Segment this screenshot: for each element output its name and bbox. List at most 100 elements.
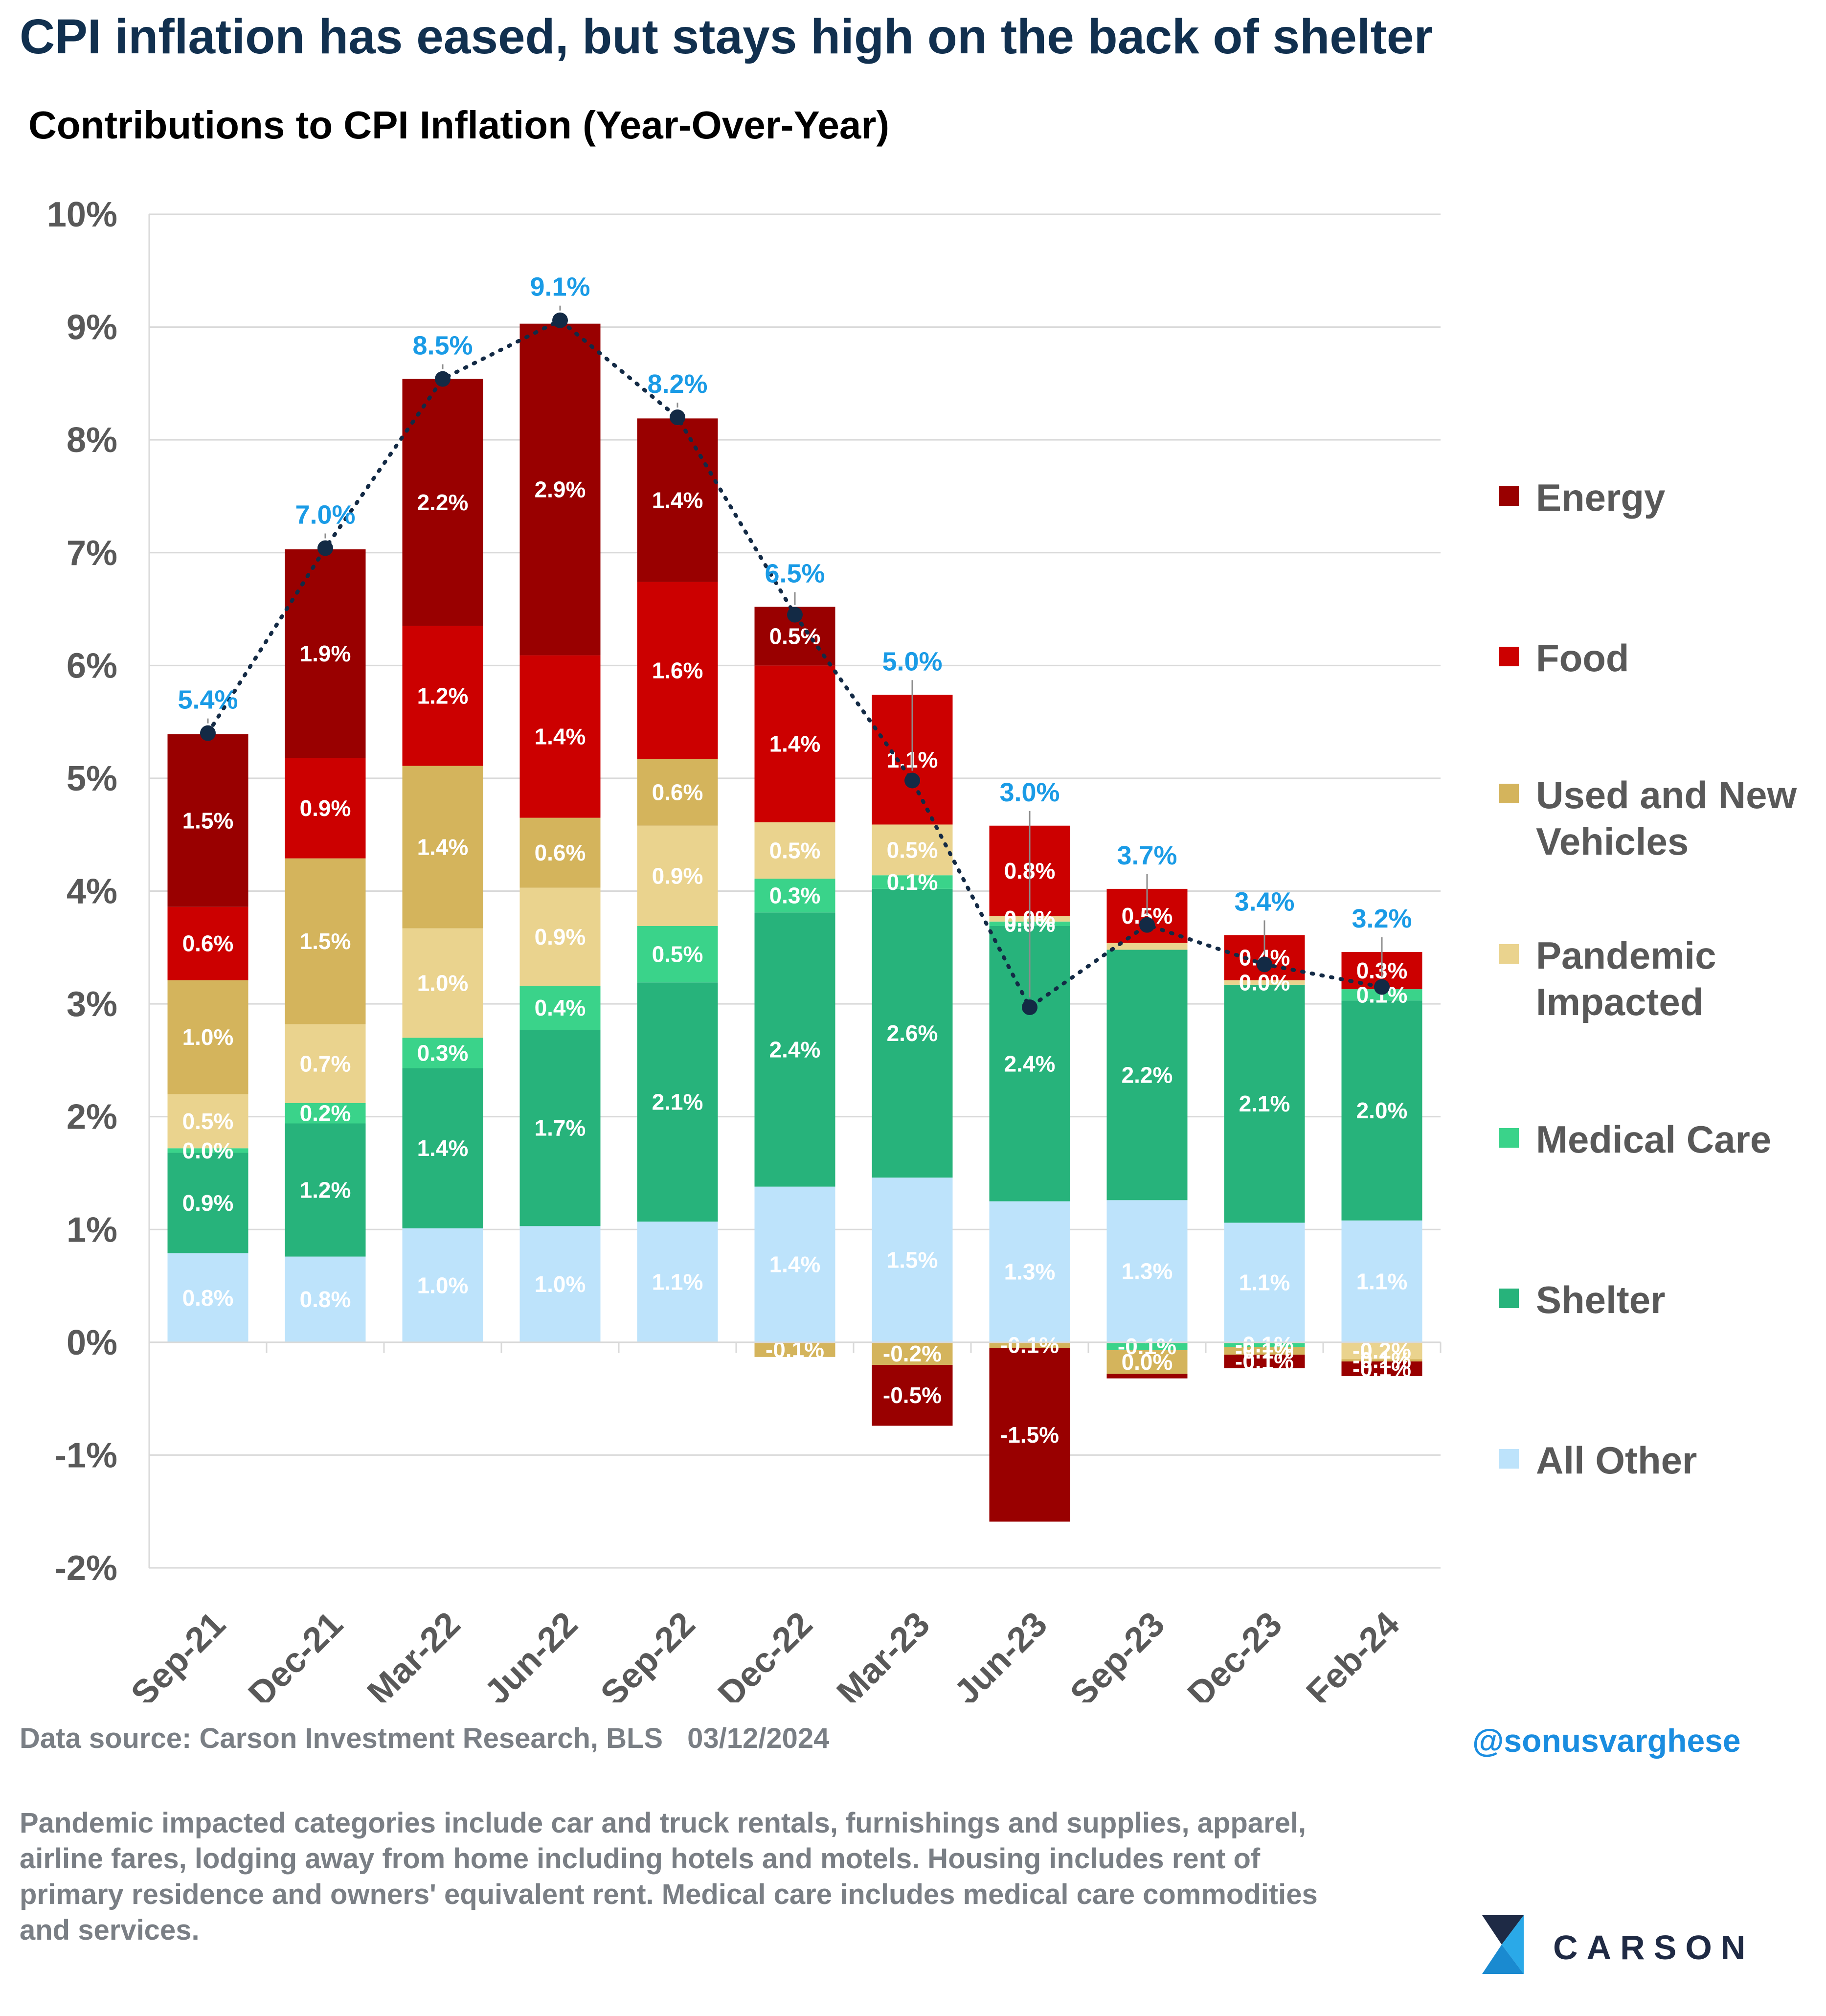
data-label-shelter: 2.1% (1239, 1091, 1290, 1116)
total-label: 3.2% (1352, 904, 1412, 933)
data-label-medical: 0.2% (300, 1101, 351, 1126)
bar-energy (637, 418, 718, 582)
bar-other (989, 1201, 1070, 1342)
bar-medical (402, 1038, 483, 1068)
data-label-other: 1.3% (1004, 1259, 1056, 1285)
bar-energy (167, 734, 248, 907)
bar-other (637, 1222, 718, 1342)
data-label-pandemic: 1.0% (417, 970, 469, 996)
data-label-medical: -0.1% (1118, 1334, 1176, 1359)
data-label-shelter: 0.9% (182, 1190, 234, 1216)
data-label-medical: 0.4% (535, 995, 586, 1020)
total-label: 3.0% (999, 778, 1060, 807)
data-label-vehicles: 0.6% (535, 840, 586, 865)
y-tick-label: 10% (47, 195, 117, 234)
y-tick-label: 7% (67, 534, 117, 573)
data-label-food: 0.6% (182, 931, 234, 956)
data-label-medical: 0.3% (769, 883, 821, 908)
data-label-pandemic: 0.0% (1239, 970, 1290, 995)
total-marker (670, 409, 685, 426)
bar-food (285, 758, 366, 859)
bar-pandemic (754, 822, 835, 879)
bar-medical (519, 986, 601, 1030)
bar-shelter (167, 1153, 248, 1253)
legend-swatch-vehicles (1499, 784, 1519, 803)
bar-pandemic (285, 1024, 366, 1103)
data-label-vehicles: -0.2% (883, 1341, 942, 1366)
data-label-energy: -0.5% (883, 1382, 942, 1408)
bar-food (519, 655, 601, 818)
data-label-energy: 1.4% (652, 488, 703, 513)
carson-logo: CARSON (1472, 1905, 1776, 1984)
data-label-energy: 1.9% (300, 641, 351, 666)
bar-vehicles (1106, 1350, 1188, 1374)
author-handle[interactable]: @sonusvarghese (1472, 1722, 1741, 1759)
legend-label-shelter: Shelter (1536, 1278, 1665, 1321)
data-label-pandemic: 0.7% (300, 1051, 351, 1076)
data-label-energy: 2.2% (417, 490, 469, 515)
bar-energy (1341, 1361, 1422, 1377)
chart-title: CPI inflation has eased, but stays high … (20, 9, 1433, 64)
legend-swatch-other (1499, 1449, 1519, 1469)
total-marker (1257, 956, 1272, 973)
data-label-vehicles: 1.0% (182, 1024, 234, 1050)
y-tick-label: 0% (67, 1323, 117, 1362)
data-label-medical: 0.1% (887, 869, 938, 895)
x-tick-label: Sep-21 (124, 1605, 233, 1702)
data-label-shelter: 2.4% (1004, 1051, 1056, 1076)
bar-energy (1106, 1374, 1188, 1379)
data-label-medical: 0.3% (417, 1040, 469, 1065)
bar-pandemic (1106, 943, 1188, 950)
bar-food (167, 906, 248, 980)
bar-shelter (872, 888, 953, 1178)
bar-shelter (519, 1030, 601, 1226)
y-tick-label: 4% (67, 872, 117, 911)
data-label-other: 1.4% (769, 1252, 821, 1277)
bar-other (285, 1256, 366, 1342)
data-label-other: 1.0% (535, 1271, 586, 1297)
bar-other (754, 1186, 835, 1342)
y-tick-label: 5% (67, 759, 117, 798)
data-label-energy: 2.9% (535, 477, 586, 502)
total-label: 3.7% (1117, 841, 1177, 870)
y-tick-label: 1% (67, 1210, 117, 1249)
bar-shelter (637, 982, 718, 1222)
bar-medical (1224, 1342, 1305, 1347)
legend-label-medical: Medical Care (1536, 1118, 1771, 1161)
x-tick-label: Mar-22 (360, 1605, 468, 1702)
bar-other (872, 1178, 953, 1342)
data-label-food: 1.4% (769, 731, 821, 757)
total-label: 6.5% (765, 559, 825, 588)
source-date: 03/12/2024 (687, 1722, 830, 1754)
data-label-other: 0.8% (300, 1287, 351, 1312)
y-tick-label: 3% (67, 985, 117, 1024)
bar-pandemic (1224, 980, 1305, 985)
x-tick-label: Sep-22 (593, 1605, 703, 1702)
bar-vehicles (872, 1342, 953, 1365)
data-label-vehicles: -0.1% (766, 1337, 824, 1362)
total-marker (317, 540, 333, 556)
bar-vehicles (1224, 1347, 1305, 1355)
bar-shelter (754, 912, 835, 1187)
data-label-medical: 0.5% (652, 942, 703, 967)
bar-shelter (402, 1068, 483, 1228)
bar-other (1106, 1200, 1188, 1342)
legend-swatch-energy (1499, 486, 1519, 506)
data-label-other: 0.8% (182, 1285, 234, 1311)
chart-subtitle: Contributions to CPI Inflation (Year-Ove… (28, 103, 890, 147)
data-label-food: 1.4% (535, 724, 586, 749)
x-tick-label: Mar-23 (830, 1605, 938, 1702)
total-label: 5.0% (882, 647, 942, 676)
carson-logo-text: CARSON (1553, 1928, 1755, 1967)
total-marker (1374, 979, 1390, 995)
bar-energy (872, 1364, 953, 1426)
bar-energy (1224, 1355, 1305, 1368)
bar-medical (637, 926, 718, 983)
bar-vehicles (167, 980, 248, 1094)
data-label-energy: 1.5% (182, 808, 234, 833)
bar-medical (1106, 1342, 1188, 1350)
data-label-food: 1.6% (652, 658, 703, 683)
total-marker (1139, 917, 1155, 933)
data-label-medical: -0.1% (1235, 1332, 1294, 1357)
y-tick-label: -2% (55, 1549, 117, 1588)
